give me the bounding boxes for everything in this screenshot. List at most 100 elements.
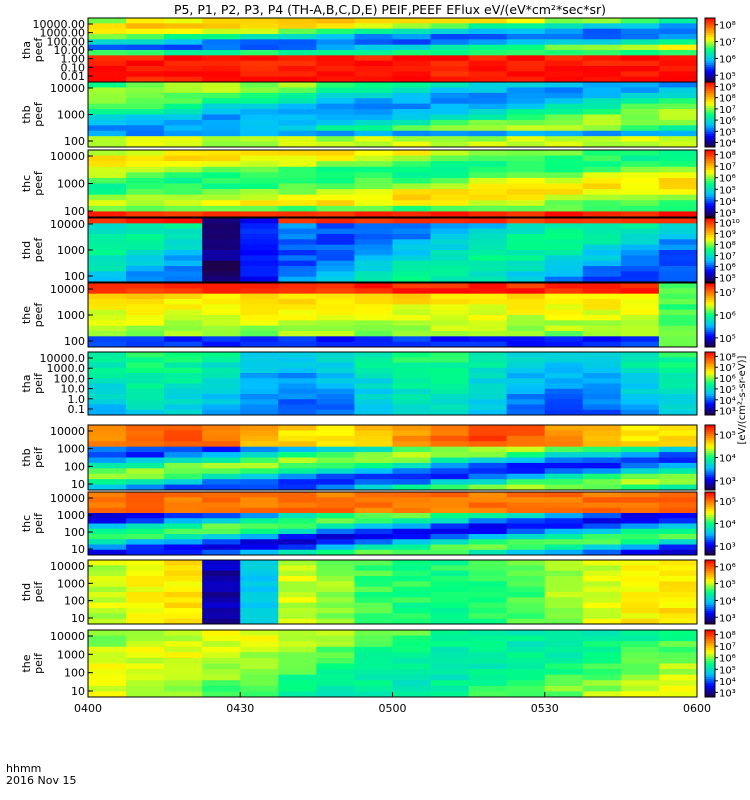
colorbar-segment xyxy=(705,35,715,38)
heatmap-cell xyxy=(506,492,546,498)
heatmap-cell xyxy=(354,484,393,491)
heatmap-cell xyxy=(468,492,508,498)
heatmap-cell xyxy=(658,228,698,235)
heatmap-cell xyxy=(658,239,698,246)
heatmap-cell xyxy=(88,211,127,218)
heatmap-cell xyxy=(658,283,698,289)
colorbar-segment xyxy=(705,659,715,662)
heatmap-cell xyxy=(544,373,584,379)
heatmap-cell xyxy=(544,581,584,588)
heatmap-cell xyxy=(164,570,203,577)
y-tick-label: 100 xyxy=(64,135,85,148)
colorbar-segment xyxy=(705,598,715,602)
heatmap-cell xyxy=(620,92,660,99)
y-axis-label: peif xyxy=(32,446,45,468)
heatmap-cell xyxy=(88,239,127,246)
colorbar-segment xyxy=(705,167,715,171)
heatmap-cell xyxy=(240,28,279,35)
heatmap-cell xyxy=(430,18,470,24)
heatmap-cell xyxy=(620,367,660,374)
heatmap-cell xyxy=(278,194,317,201)
colorbar-segment xyxy=(705,114,715,118)
heatmap-cell xyxy=(430,315,470,321)
colorbar-tick-label: 10⁷ xyxy=(719,252,736,263)
heatmap-cell xyxy=(544,183,584,190)
colorbar-segment xyxy=(705,308,715,312)
heatmap-cell xyxy=(506,652,546,659)
heatmap-cell xyxy=(430,44,470,51)
heatmap-cell xyxy=(316,576,355,582)
colorbar-segment xyxy=(705,30,715,34)
heatmap-cell xyxy=(506,430,546,437)
heatmap-cell xyxy=(658,34,698,40)
heatmap-cell xyxy=(544,304,584,311)
heatmap-cell xyxy=(620,528,660,535)
heatmap-cell xyxy=(240,211,279,218)
heatmap-cell xyxy=(240,320,279,327)
heatmap-cell xyxy=(392,76,432,83)
heatmap-cell xyxy=(658,341,698,348)
heatmap-cell xyxy=(88,586,127,593)
heatmap-cell xyxy=(316,549,355,556)
heatmap-cell xyxy=(582,28,622,35)
heatmap-cell xyxy=(620,183,660,190)
heatmap-cell xyxy=(506,479,546,486)
heatmap-cell xyxy=(88,336,127,343)
heatmap-cell xyxy=(658,260,698,267)
heatmap-cell xyxy=(202,218,241,224)
heatmap-cell xyxy=(506,435,546,442)
heatmap-cell xyxy=(240,44,279,51)
colorbar-segment xyxy=(705,136,715,139)
heatmap-cell xyxy=(88,276,127,283)
y-axis-label: peif xyxy=(32,512,45,534)
heatmap-cell xyxy=(658,388,698,395)
heatmap-cell xyxy=(658,441,698,448)
heatmap-cell xyxy=(658,18,698,24)
heatmap-cell xyxy=(506,205,546,212)
heatmap-cell xyxy=(430,597,470,604)
heatmap-cell xyxy=(468,484,508,491)
heatmap-cell xyxy=(392,44,432,51)
heatmap-cell xyxy=(392,513,432,519)
heatmap-cell xyxy=(278,388,317,395)
colorbar-segment xyxy=(705,506,715,510)
heatmap-cell xyxy=(354,223,393,230)
heatmap-cell xyxy=(430,652,470,659)
colorbar-segment xyxy=(705,239,715,242)
heatmap-cell xyxy=(88,109,127,115)
heatmap-cell xyxy=(392,539,432,545)
heatmap-cell xyxy=(392,462,432,469)
heatmap-cell xyxy=(88,271,127,278)
heatmap-cell xyxy=(658,430,698,437)
colorbar-segment xyxy=(705,306,715,310)
heatmap-cell xyxy=(88,352,127,358)
colorbar-segment xyxy=(705,552,715,556)
colorbar-segment xyxy=(705,150,715,153)
colorbar-segment xyxy=(705,679,715,682)
heatmap-cell xyxy=(506,576,546,582)
colorbar-segment xyxy=(705,205,715,209)
colorbar-segment xyxy=(705,560,715,563)
heatmap-cell xyxy=(164,82,203,88)
heatmap-cell xyxy=(544,39,584,46)
heatmap-cell xyxy=(620,592,660,598)
heatmap-cell xyxy=(202,468,241,475)
heatmap-cell xyxy=(278,331,317,337)
heatmap-cell xyxy=(506,114,546,121)
heatmap-cell xyxy=(658,304,698,311)
heatmap-cell xyxy=(658,492,698,498)
heatmap-cell xyxy=(620,484,660,491)
heatmap-cell xyxy=(126,34,165,40)
y-tick-label: 1000 xyxy=(57,109,85,122)
heatmap-cell xyxy=(278,492,317,498)
heatmap-cell xyxy=(468,39,508,46)
heatmap-cell xyxy=(316,523,355,530)
heatmap-cell xyxy=(620,309,660,316)
heatmap-cell xyxy=(392,373,432,379)
heatmap-cell xyxy=(658,613,698,620)
heatmap-cell xyxy=(582,523,622,530)
heatmap-cell xyxy=(506,383,546,390)
heatmap-cell xyxy=(582,430,622,437)
heatmap-cell xyxy=(392,357,432,363)
heatmap-cell xyxy=(278,260,317,267)
